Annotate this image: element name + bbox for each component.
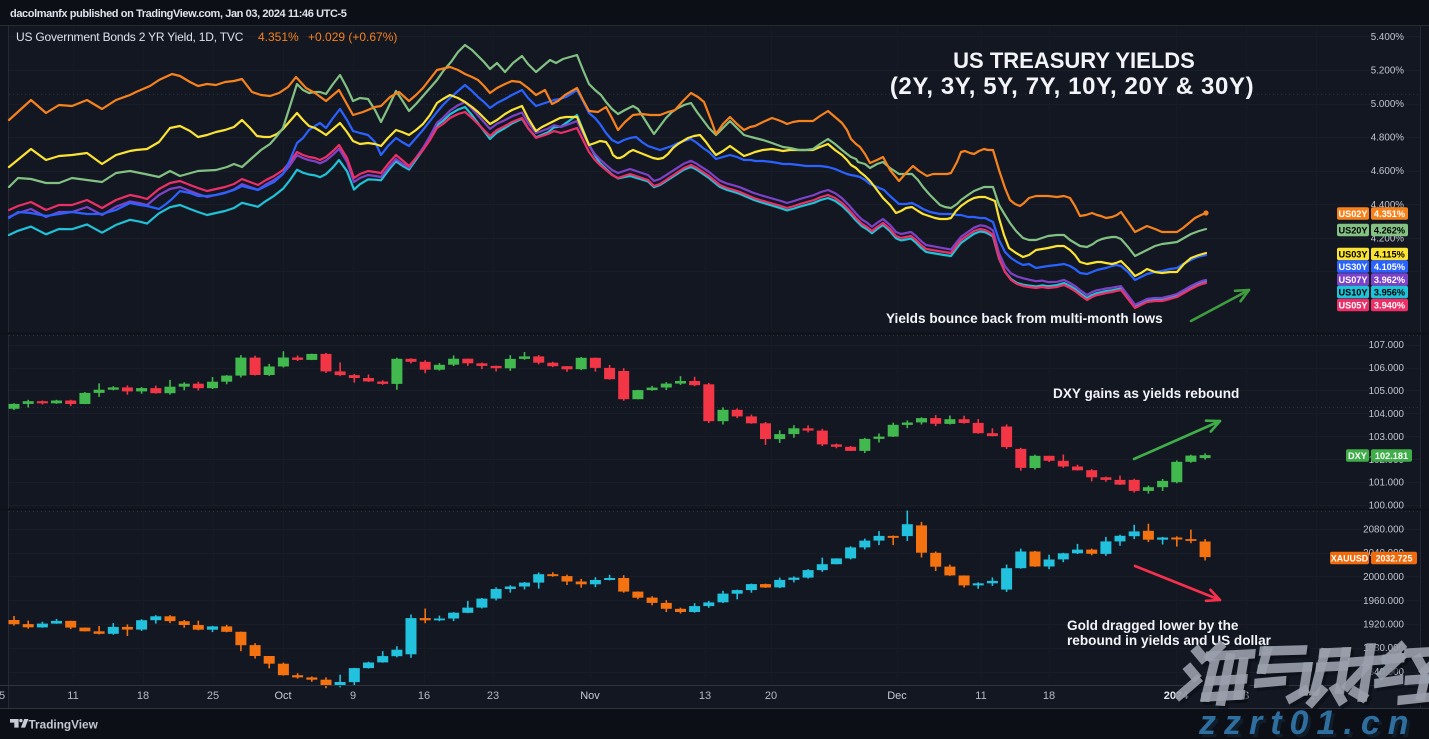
svg-text:13: 13: [699, 690, 711, 702]
svg-text:4.351%: 4.351%: [1374, 209, 1405, 219]
svg-text:11: 11: [67, 690, 78, 702]
svg-text:4.600%: 4.600%: [1371, 166, 1405, 177]
svg-text:+0.029 (+0.67%): +0.029 (+0.67%): [308, 30, 397, 44]
svg-text:US07Y: US07Y: [1338, 275, 1367, 285]
svg-text:US TREASURY YIELDS: US TREASURY YIELDS: [953, 48, 1195, 73]
svg-text:Dec: Dec: [887, 690, 907, 702]
svg-text:Gold dragged lower by the: Gold dragged lower by the: [1067, 618, 1239, 633]
svg-text:US03Y: US03Y: [1338, 249, 1367, 259]
svg-text:DXY gains as yields rebound: DXY gains as yields rebound: [1053, 386, 1239, 401]
svg-text:1880.000: 1880.000: [1363, 643, 1404, 654]
svg-text:US Government Bonds 2 YR Yield: US Government Bonds 2 YR Yield, 1D, TVC: [16, 30, 244, 44]
svg-text:18: 18: [137, 690, 149, 702]
svg-text:XAUUSD: XAUUSD: [1331, 553, 1368, 563]
svg-text:20: 20: [765, 690, 777, 702]
svg-text:1960.000: 1960.000: [1363, 596, 1404, 607]
svg-text:4.115%: 4.115%: [1374, 249, 1405, 259]
svg-text:TradingView: TradingView: [29, 718, 99, 732]
svg-text:Yields bounce back from multi-: Yields bounce back from multi-month lows: [886, 311, 1163, 326]
svg-text:4.262%: 4.262%: [1374, 225, 1405, 235]
svg-text:104.000: 104.000: [1369, 409, 1405, 420]
svg-text:US30Y: US30Y: [1338, 262, 1367, 272]
svg-text:US10Y: US10Y: [1338, 287, 1367, 297]
svg-text:107.000: 107.000: [1369, 340, 1405, 351]
svg-text:2080.000: 2080.000: [1363, 525, 1404, 536]
svg-text:1920.000: 1920.000: [1363, 620, 1404, 631]
svg-text:23: 23: [487, 690, 499, 702]
svg-text:4.105%: 4.105%: [1374, 262, 1405, 272]
svg-text:4.200%: 4.200%: [1371, 233, 1405, 244]
svg-text:2000.000: 2000.000: [1363, 572, 1404, 583]
svg-text:5.400%: 5.400%: [1371, 32, 1405, 43]
svg-text:103.000: 103.000: [1369, 432, 1405, 443]
svg-text:4.800%: 4.800%: [1371, 133, 1405, 144]
svg-text:106.000: 106.000: [1369, 363, 1405, 374]
svg-text:US20Y: US20Y: [1338, 225, 1367, 235]
svg-text:dacolmanfx published on Tradin: dacolmanfx published on TradingView.com,…: [10, 8, 347, 20]
svg-text:5.200%: 5.200%: [1371, 66, 1405, 77]
svg-text:US02Y: US02Y: [1338, 209, 1367, 219]
svg-text:3.956%: 3.956%: [1374, 287, 1405, 297]
svg-text:5.000%: 5.000%: [1371, 99, 1405, 110]
svg-text:(2Y, 3Y, 5Y, 7Y, 10Y, 20Y & 30: (2Y, 3Y, 5Y, 7Y, 10Y, 20Y & 30Y): [890, 73, 1254, 100]
svg-text:101.000: 101.000: [1369, 478, 1405, 489]
svg-text:US05Y: US05Y: [1338, 300, 1367, 310]
svg-text:4.351%: 4.351%: [258, 30, 299, 44]
svg-text:Nov: Nov: [580, 690, 600, 702]
svg-text:16: 16: [418, 690, 430, 702]
svg-text:3.962%: 3.962%: [1374, 275, 1405, 285]
svg-text:25: 25: [207, 690, 219, 702]
svg-text:100.000: 100.000: [1369, 501, 1405, 512]
svg-text:3.940%: 3.940%: [1374, 300, 1405, 310]
svg-text:9: 9: [350, 690, 356, 702]
svg-text:2032.725: 2032.725: [1376, 553, 1413, 563]
svg-text:zzrt01.cn: zzrt01.cn: [1201, 707, 1420, 739]
svg-text:4.400%: 4.400%: [1371, 200, 1405, 211]
svg-text:zzrt01.cn: zzrt01.cn: [1198, 704, 1417, 739]
svg-text:105.000: 105.000: [1369, 386, 1405, 397]
svg-text:11: 11: [975, 690, 986, 702]
svg-text:Oct: Oct: [274, 690, 291, 702]
svg-text:18: 18: [1043, 690, 1055, 702]
svg-text:DXY: DXY: [1348, 451, 1367, 461]
svg-text:rebound in yields and US dolla: rebound in yields and US dollar: [1067, 633, 1272, 648]
svg-text:102.181: 102.181: [1375, 451, 1408, 461]
svg-text:5: 5: [0, 690, 5, 702]
